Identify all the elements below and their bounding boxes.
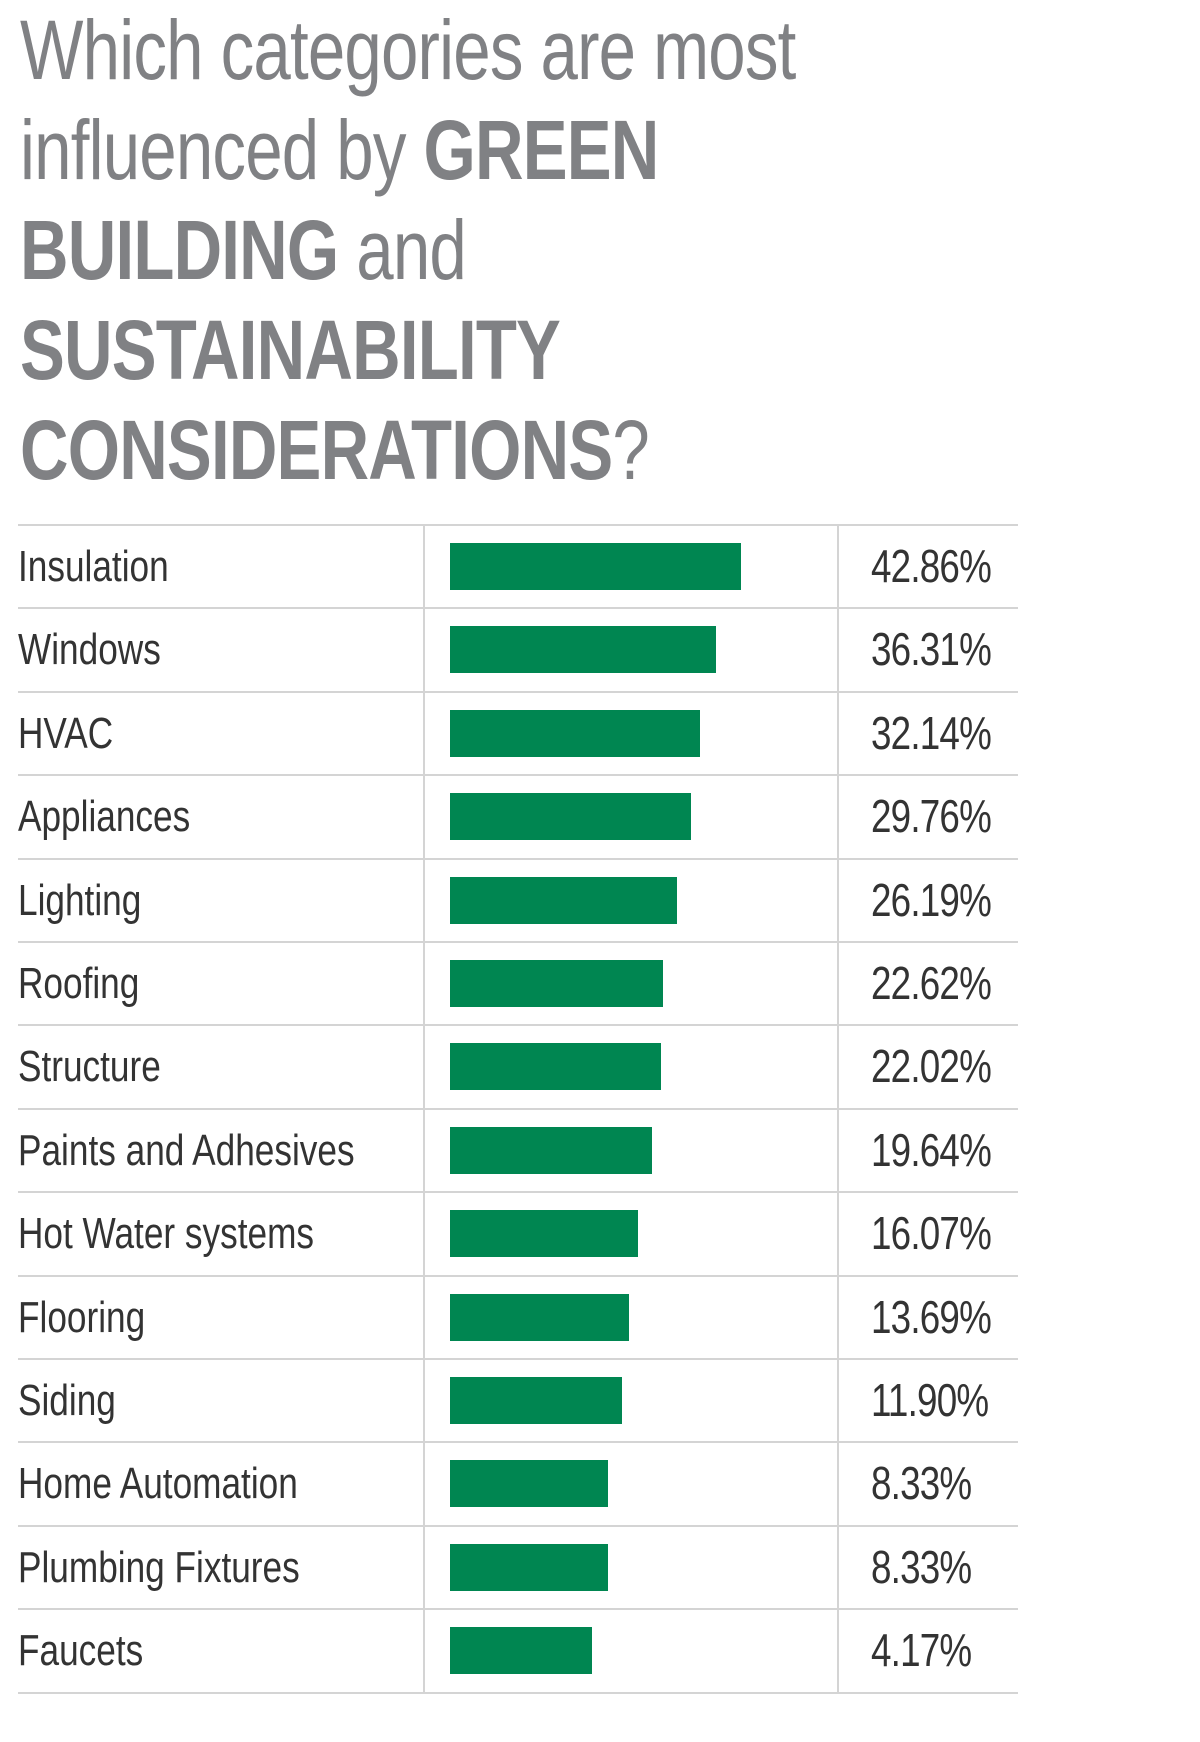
table-row: Appliances 29.76% xyxy=(18,775,1018,858)
bar xyxy=(450,1627,593,1675)
category-label: Home Automation xyxy=(18,1459,298,1509)
category-label: Paints and Adhesives xyxy=(18,1125,355,1175)
bar xyxy=(450,960,664,1007)
title-text-bold: BUILDING xyxy=(20,203,339,297)
value-label: 13.69% xyxy=(871,1290,992,1343)
bar xyxy=(450,709,700,757)
row-divider xyxy=(18,524,1018,526)
bar xyxy=(450,1043,661,1091)
category-label: Windows xyxy=(18,625,161,675)
row-divider xyxy=(18,774,1018,777)
row-divider xyxy=(18,1191,1018,1194)
value-label: 22.62% xyxy=(871,957,992,1009)
row-divider xyxy=(18,607,1018,610)
category-label: Lighting xyxy=(18,875,142,925)
bar xyxy=(450,793,691,841)
row-divider xyxy=(18,1358,1018,1360)
table-row: Windows 36.31% xyxy=(18,608,1018,691)
bar xyxy=(450,626,716,674)
table-row: Hot Water systems 16.07% xyxy=(18,1192,1018,1275)
row-divider xyxy=(18,1441,1018,1444)
bar xyxy=(450,1543,609,1591)
table-row: Siding 11.90% xyxy=(18,1359,1018,1442)
title-text: Which categories are most xyxy=(20,3,796,97)
table-row: Home Automation 8.33% xyxy=(18,1442,1018,1525)
bar xyxy=(450,1293,629,1341)
category-label: Faucets xyxy=(18,1626,144,1676)
bar xyxy=(450,1126,652,1174)
table-row: Structure 22.02% xyxy=(18,1025,1018,1108)
title-text: and xyxy=(338,203,467,297)
bar xyxy=(450,1377,622,1424)
value-label: 32.14% xyxy=(871,706,992,759)
table-row: HVAC 32.14% xyxy=(18,692,1018,775)
table-row: Plumbing Fixtures 8.33% xyxy=(18,1526,1018,1609)
title-text: influenced by xyxy=(20,103,424,197)
bar xyxy=(450,543,741,590)
category-label: Siding xyxy=(18,1376,116,1425)
table-row: Lighting 26.19% xyxy=(18,859,1018,942)
title-line: BUILDING and xyxy=(20,200,796,300)
value-label: 29.76% xyxy=(871,790,992,843)
row-divider xyxy=(18,1524,1018,1527)
category-label: Roofing xyxy=(18,959,140,1008)
category-label: HVAC xyxy=(18,708,114,758)
title-line: Which categories are most xyxy=(20,0,796,100)
category-label: Structure xyxy=(18,1042,161,1092)
title-text-bold: CONSIDERATIONS xyxy=(20,403,613,497)
value-label: 11.90% xyxy=(871,1374,989,1426)
title-line: SUSTAINABILITY xyxy=(20,300,796,400)
table-row: Faucets 4.17% xyxy=(18,1609,1018,1692)
value-label: 36.31% xyxy=(871,623,992,676)
row-divider xyxy=(18,1608,1018,1611)
bar-table: Insulation 42.86% Windows 36.31% HVAC 32.14% A… xyxy=(18,524,1018,1694)
bar xyxy=(450,1210,638,1258)
category-label: Appliances xyxy=(18,792,191,842)
row-divider xyxy=(18,857,1018,860)
table-row: Flooring 13.69% xyxy=(18,1276,1018,1359)
title-line: CONSIDERATIONS? xyxy=(20,400,796,500)
value-label: 42.86% xyxy=(871,540,992,592)
title-text-bold: SUSTAINABILITY xyxy=(20,303,561,397)
category-label: Flooring xyxy=(18,1292,146,1342)
bar xyxy=(450,1460,609,1508)
value-label: 8.33% xyxy=(871,1457,972,1510)
category-label: Hot Water systems xyxy=(18,1209,314,1259)
row-divider xyxy=(18,1691,1018,1694)
value-label: 22.02% xyxy=(871,1040,992,1093)
row-divider xyxy=(18,941,1018,943)
row-divider xyxy=(18,690,1018,693)
chart-title: Which categories are most influenced by … xyxy=(20,0,989,500)
bar xyxy=(450,876,677,924)
row-divider xyxy=(18,1024,1018,1027)
row-divider xyxy=(18,1274,1018,1277)
category-label: Insulation xyxy=(18,542,169,591)
table-row: Paints and Adhesives 19.64% xyxy=(18,1109,1018,1192)
category-label: Plumbing Fixtures xyxy=(18,1542,300,1592)
value-label: 16.07% xyxy=(871,1207,992,1260)
value-label: 4.17% xyxy=(871,1624,972,1677)
value-label: 8.33% xyxy=(871,1540,972,1593)
row-divider xyxy=(18,1107,1018,1110)
title-text-bold: GREEN xyxy=(423,103,659,197)
table-row: Insulation 42.86% xyxy=(18,525,1018,608)
title-line: influenced by GREEN xyxy=(20,100,796,200)
table-row: Roofing 22.62% xyxy=(18,942,1018,1025)
title-text: ? xyxy=(612,403,649,497)
value-label: 19.64% xyxy=(871,1123,992,1176)
value-label: 26.19% xyxy=(871,873,992,926)
